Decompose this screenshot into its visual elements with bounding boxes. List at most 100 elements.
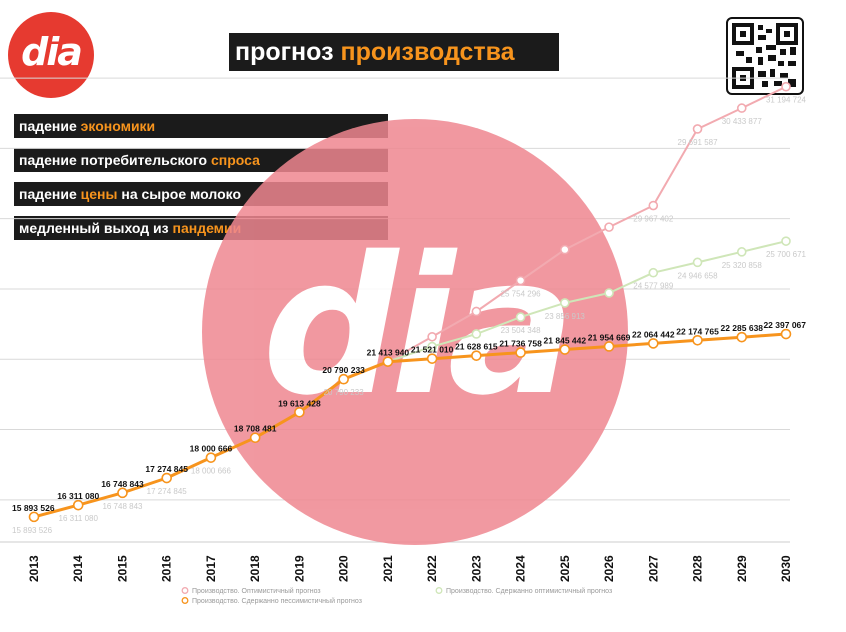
dia-logo: dia [8,12,94,98]
data-point [560,298,570,308]
data-point [471,350,482,361]
data-point [515,347,526,358]
data-label: 24 946 658 [678,271,719,280]
data-label: 23 856 913 [545,312,586,321]
data-label: 21 521 010 [411,345,454,355]
x-tick-label: 2029 [735,555,749,582]
data-point [692,334,703,346]
data-point [427,341,437,352]
data-point [471,306,482,317]
data-label: 17 274 845 [145,464,188,474]
data-point [294,406,305,418]
x-tick-label: 2022 [425,555,439,582]
data-label: 20 790 233 [322,365,365,375]
data-label: 29 967 402 [633,215,674,224]
data-label: 22 064 442 [632,329,675,339]
reason-text: падение потребительского [19,152,211,168]
data-label: 18 000 666 [191,467,232,476]
legend: Производство. Оптимистичный прогноз Произ… [181,587,612,605]
data-label: 25 320 858 [722,261,763,270]
x-tick-label: 2014 [71,555,85,582]
data-label: 24 577 989 [633,282,674,291]
x-tick-label: 2015 [115,555,129,582]
data-point [648,200,659,211]
watermark-circle [202,119,628,545]
x-tick-label: 2013 [27,555,41,582]
x-tick-label: 2025 [558,555,572,582]
data-label: 18 708 481 [234,424,277,434]
x-tick-label: 2030 [779,555,793,582]
data-label: 22 285 638 [720,323,763,333]
x-tick-label: 2023 [469,555,483,582]
data-label: 16 311 080 [59,514,99,523]
data-label: 18 000 666 [190,444,233,454]
data-point [117,487,128,499]
legend-label: Производство. Оптимистичный прогноз [192,587,321,595]
data-point [205,452,217,463]
data-point [736,247,747,257]
x-tick-label: 2028 [691,555,705,582]
data-point [736,103,747,113]
data-point [338,373,349,385]
x-tick-label: 2024 [514,555,528,582]
legend-marker [435,587,443,594]
data-point [249,432,261,444]
x-axis: 2013 2014 2015 2016 2017 2018 2019 2020 2021 2022… [27,555,793,582]
data-point [28,511,40,523]
series-3 [28,328,792,523]
logo-text: dia [21,30,83,74]
data-label: 31 194 724 [766,96,807,105]
data-label: 30 433 877 [722,117,763,126]
legend-label: Производство. Сдержанно пессимистичный п… [192,597,362,605]
data-point [781,81,791,92]
data-point [603,341,615,352]
data-point [560,244,570,255]
data-point [427,331,437,342]
data-label: 23 504 348 [501,326,542,335]
page-title: прогноз производства [229,33,559,71]
reason-economy: падение экономики [14,114,388,138]
reason-highlight: цены [80,186,118,202]
data-label: 21 736 758 [499,339,542,349]
x-tick-label: 2017 [204,555,218,582]
reason-highlight: экономики [80,118,156,134]
data-point [72,499,84,511]
data-label: 16 311 080 [57,491,99,501]
reason-text: падение [19,186,81,202]
dia-watermark: dia [202,119,628,545]
data-label: 21 954 669 [588,332,631,342]
data-label: 17 274 845 [147,487,188,496]
data-label: 25 754 296 [501,290,542,299]
data-label: 16 748 843 [101,479,144,489]
x-tick-label: 2026 [602,555,616,582]
data-label: 21 413 940 [367,348,410,358]
reason-text: падение [19,118,81,134]
grid-lines [0,77,790,543]
x-tick-label: 2021 [381,555,395,582]
data-label: 29 691 587 [678,138,719,147]
data-point [559,344,571,355]
legend-item: Производство. Сдержанно оптимистичный пр… [435,587,612,595]
legend-label: Производство. Сдержанно оптимистичный пр… [446,587,612,595]
reason-highlight: спроса [210,152,260,168]
data-label: 25 700 671 [766,250,807,259]
data-point [426,353,438,364]
title-accent: производства [340,37,515,66]
data-label: 16 748 843 [102,502,143,511]
series-line [33,332,787,519]
data-point [471,329,482,339]
x-tick-label: 2027 [646,555,660,582]
data-label: 22 397 067 [763,320,806,330]
data-point [781,236,791,246]
legend-item: Производство. Оптимистичный прогноз [181,587,321,595]
data-label: 20 790 233 [324,388,365,397]
data-point [692,257,703,268]
reason-text-tail: на сырое молоко [117,186,242,202]
x-tick-label: 2016 [160,555,174,582]
data-point [647,338,659,349]
data-label: 15 893 526 [12,526,53,535]
legend-marker [181,597,189,604]
reason-text: медленный выход из [19,220,173,236]
